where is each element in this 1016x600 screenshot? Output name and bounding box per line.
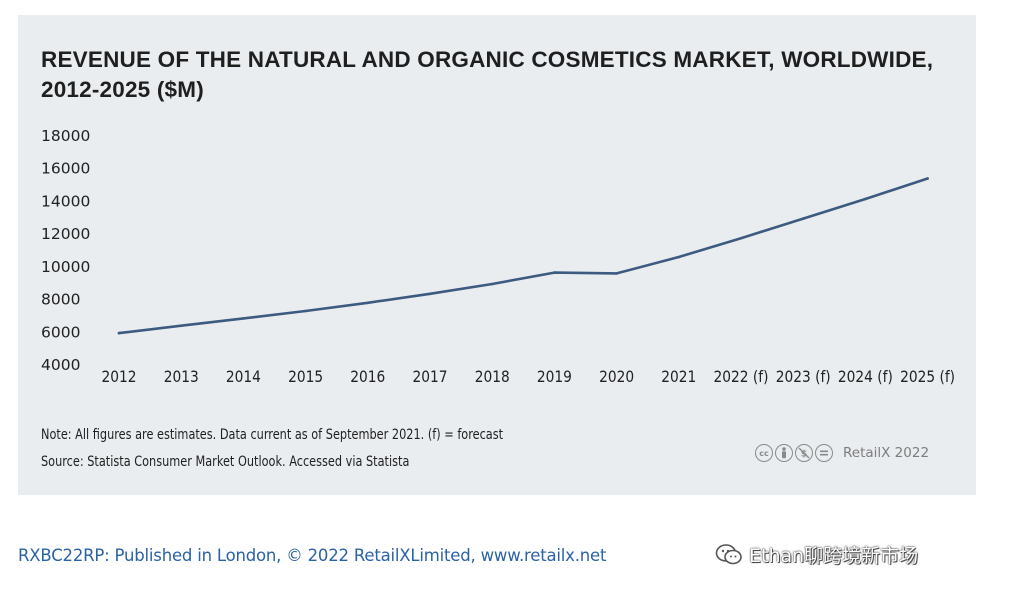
x-tick-label: 2013 (164, 367, 199, 386)
x-tick-label: 2017 (413, 367, 448, 386)
data-point (428, 292, 432, 296)
data-point (242, 317, 245, 320)
x-tick-label: 2018 (475, 367, 510, 386)
data-point (366, 301, 370, 305)
brand-label: RetailX 2022 (843, 445, 930, 461)
source-text: Source: Statista Consumer Market Outlook… (41, 454, 410, 470)
y-tick-label: 14000 (41, 192, 90, 210)
chart-panel: REVENUE OF THE NATURAL AND ORGANIC COSME… (18, 15, 976, 495)
cc-icon: cc (755, 444, 773, 462)
data-point (801, 217, 805, 220)
y-axis: 4000 6000 8000 10000 12000 14000 16000 18000 (41, 127, 90, 374)
y-tick-label: 16000 (41, 160, 90, 178)
data-point (304, 309, 307, 313)
publication-footer: RXBC22RP: Published in London, © 2022 Re… (18, 546, 607, 565)
series-layer (117, 177, 929, 335)
x-tick-label: 2023 (f) (776, 367, 831, 386)
chart-notes: Note: All figures are estimates. Data cu… (41, 422, 503, 476)
svg-text:$: $ (801, 450, 807, 460)
data-point (490, 282, 494, 286)
data-point (677, 255, 681, 259)
x-axis: 2012 2013 2014 2015 2016 2017 2018 2019 2020 2021… (102, 367, 956, 386)
nd-icon (815, 444, 833, 462)
watermark-text: Ethan聊跨境新市场 (749, 545, 919, 567)
note-text: Note: All figures are estimates. Data cu… (41, 427, 504, 443)
wechat-icon (715, 543, 742, 564)
license-badge: cc $ RetailX 2022 (755, 444, 929, 462)
y-tick-label: 6000 (41, 323, 80, 341)
data-point (117, 331, 121, 335)
x-tick-label: 2020 (599, 367, 634, 386)
y-tick-label: 4000 (41, 356, 80, 374)
line-chart: 4000 6000 8000 10000 12000 14000 16000 18000 20… (41, 127, 956, 386)
y-tick-label: 10000 (41, 258, 90, 276)
series-line (117, 177, 929, 335)
by-icon (775, 444, 793, 462)
data-point (739, 236, 743, 240)
x-tick-label: 2021 (661, 367, 696, 386)
x-tick-label: 2022 (f) (714, 367, 769, 386)
nc-icon: $ (795, 444, 813, 462)
x-tick-label: 2012 (102, 367, 137, 386)
data-point (553, 271, 556, 274)
x-tick-label: 2014 (226, 367, 261, 386)
chart-title: REVENUE OF THE NATURAL AND ORGANIC COSME… (41, 47, 934, 102)
y-tick-label: 18000 (41, 127, 90, 145)
data-point (864, 197, 867, 201)
x-tick-label: 2019 (537, 367, 572, 386)
x-tick-label: 2015 (288, 367, 323, 386)
watermark: Ethan聊跨境新市场 (715, 541, 918, 568)
x-tick-label: 2025 (f) (900, 367, 955, 386)
x-tick-label: 2024 (f) (838, 367, 893, 386)
x-tick-label: 2016 (350, 367, 385, 386)
y-tick-label: 12000 (41, 225, 90, 243)
data-point (179, 324, 183, 328)
data-point (926, 177, 929, 180)
data-point (615, 272, 618, 275)
y-tick-label: 8000 (41, 291, 80, 309)
